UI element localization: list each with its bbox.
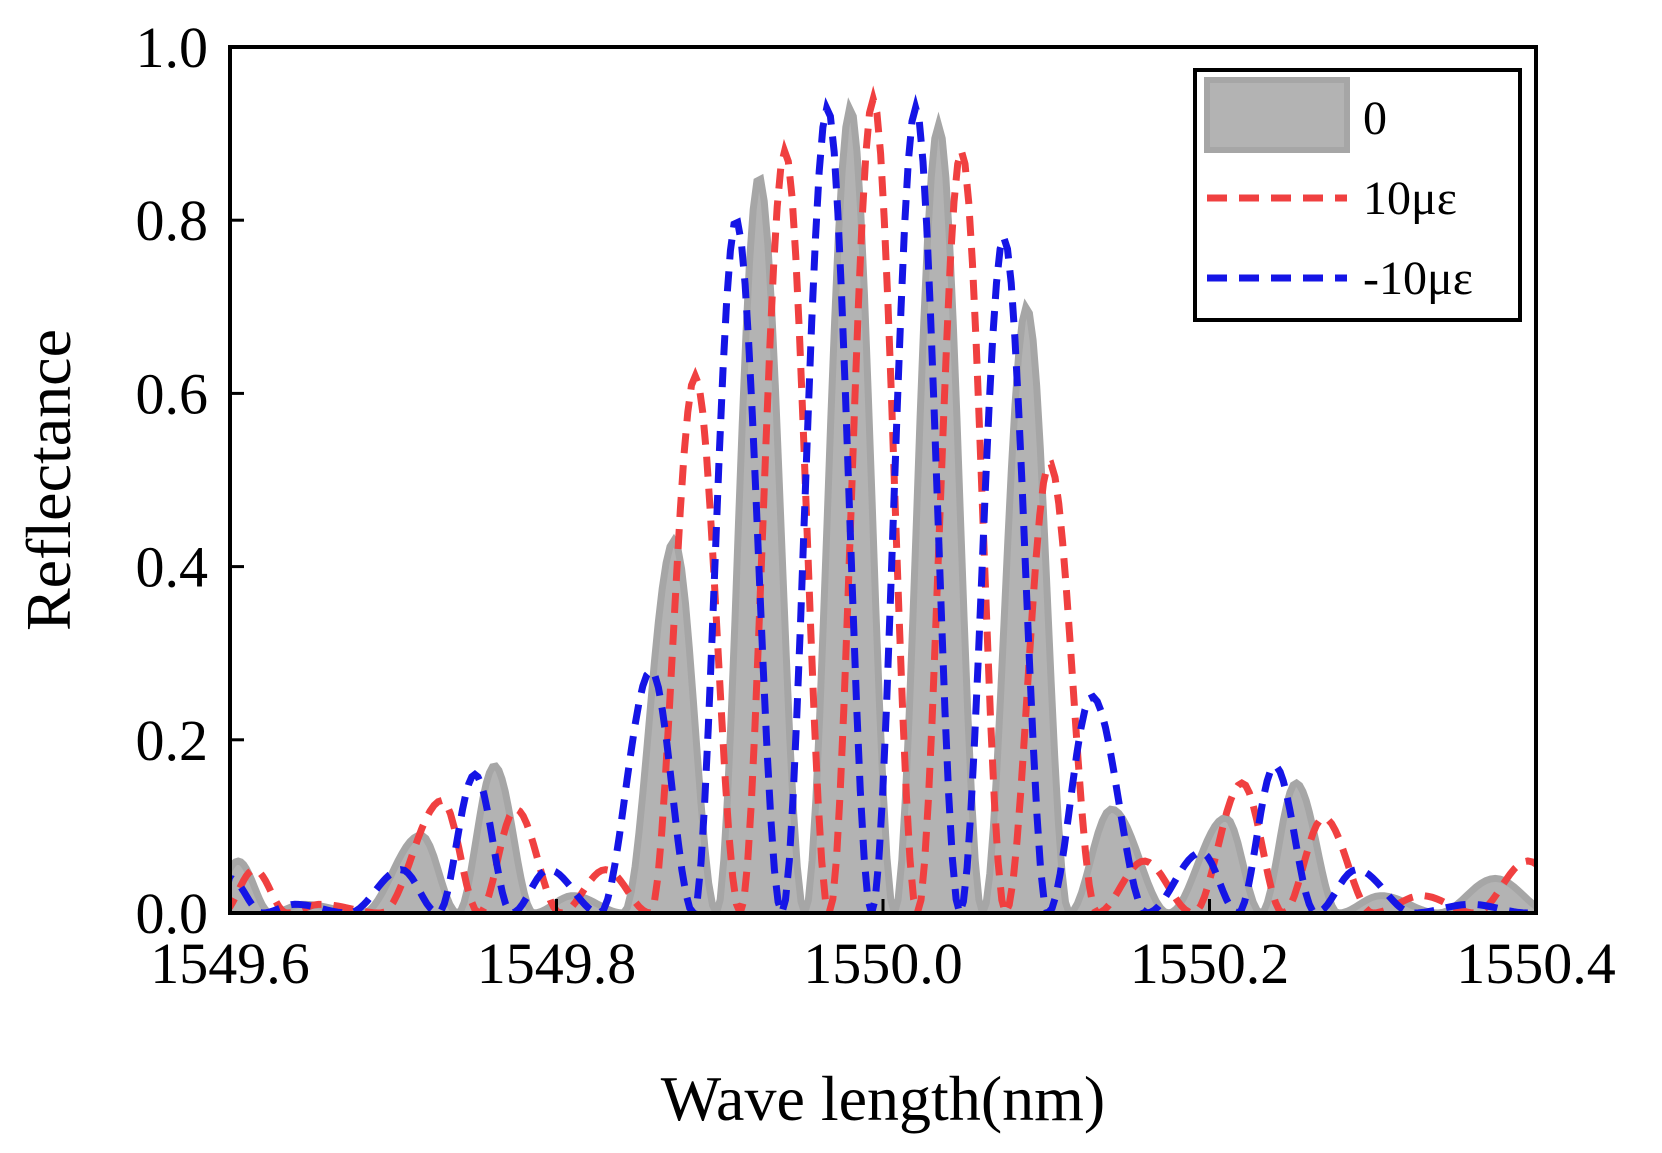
series-zero-line [230,97,1536,913]
legend: 0 10με -10με [1193,68,1522,322]
x-tick-label-3: 1550.2 [1130,931,1290,996]
x-axis-title: Wave length(nm) [661,1063,1105,1134]
series-plus-10-line [230,85,1536,913]
series-layer [230,85,1536,913]
y-tick-label-4: 0.8 [136,188,209,253]
series-minus-10-line [230,94,1528,913]
y-tick-label-3: 0.6 [136,361,209,426]
y-tick-label-5: 1.0 [136,15,209,80]
x-tick-label-0: 1549.6 [150,931,310,996]
legend-swatch-zero [1204,77,1350,153]
ticks-layer: 1549.6 1549.8 1550.0 1550.2 1550.4 0.0 0.2 0.4 0… [136,15,1616,996]
x-tick-label-4: 1550.4 [1456,931,1616,996]
legend-label-plus-10: 10με [1363,172,1457,225]
y-tick-label-2: 0.4 [136,535,209,600]
x-tick-label-1: 1549.8 [477,931,637,996]
y-tick-label-0: 0.0 [136,881,209,946]
legend-label-minus-10: -10με [1363,252,1473,305]
x-tick-label-2: 1550.0 [803,931,963,996]
y-tick-label-1: 0.2 [136,708,209,773]
legend-label-zero: 0 [1363,92,1387,145]
y-axis-title: Reflectance [13,329,84,631]
